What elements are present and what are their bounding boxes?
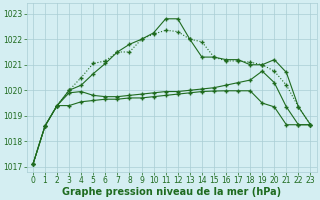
X-axis label: Graphe pression niveau de la mer (hPa): Graphe pression niveau de la mer (hPa) xyxy=(62,187,281,197)
